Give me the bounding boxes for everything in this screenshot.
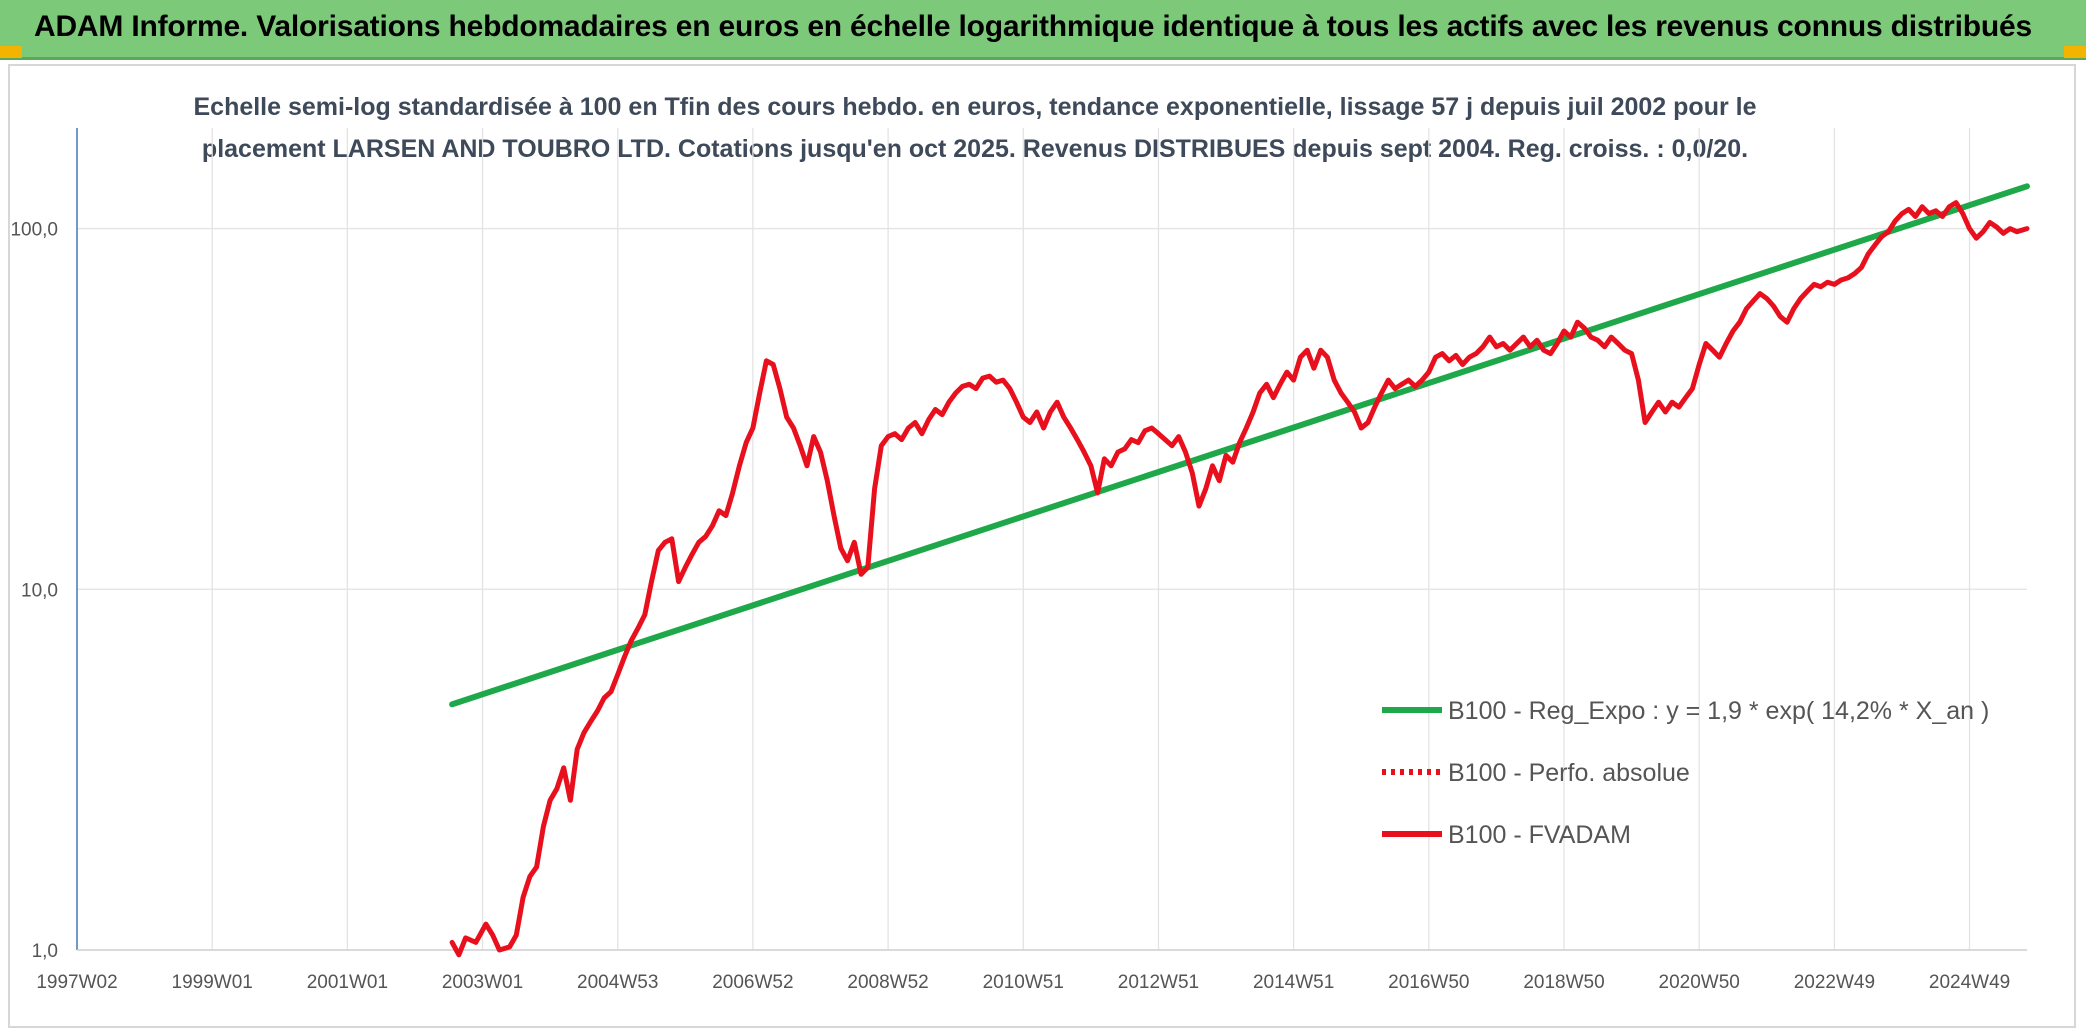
axis-ticks: 1997W02 1999W01 2001W01 2003W01 2004W53 2006W…	[10, 220, 2010, 993]
x-tick-label: 1997W02	[36, 972, 117, 993]
x-tick-label: 2012W51	[1118, 972, 1199, 993]
corner-marker-top-right	[2064, 46, 2086, 58]
x-tick-label: 2020W50	[1659, 972, 1740, 993]
x-tick-label: 2006W52	[712, 972, 793, 993]
x-tick-label: 2016W50	[1388, 972, 1469, 993]
gridlines	[76, 128, 2027, 951]
legend-label-1: B100 - Perfo. absolue	[1448, 759, 1690, 787]
chart-title: Echelle semi-log standardisée à 100 en T…	[120, 86, 1830, 170]
data-series	[449, 183, 2030, 958]
y-tick-label: 10,0	[21, 580, 58, 601]
chart-title-line-2: placement LARSEN AND TOUBRO LTD. Cotatio…	[201, 135, 1749, 163]
chart-frame	[8, 64, 2076, 1028]
x-tick-label: 2008W52	[847, 972, 928, 993]
x-tick-label: 2014W51	[1253, 972, 1334, 993]
chart-title-line-1: Echelle semi-log standardisée à 100 en T…	[193, 93, 1757, 121]
x-tick-label: 2010W51	[983, 972, 1064, 993]
legend-label-0: B100 - Reg_Expo : y = 1,9 * exp( 14,2% *…	[1448, 697, 1989, 725]
x-tick-label: 1999W01	[172, 972, 253, 993]
report-banner: ADAM Informe. Valorisations hebdomadaire…	[0, 0, 2086, 60]
report-title: ADAM Informe. Valorisations hebdomadaire…	[34, 10, 2032, 43]
legend-label-2: B100 - FVADAM	[1448, 821, 1631, 849]
x-tick-label: 2001W01	[307, 972, 388, 993]
y-tick-label: 1,0	[32, 941, 58, 962]
x-tick-label: 2024W49	[1929, 972, 2010, 993]
y-tick-label: 100,0	[10, 220, 58, 241]
x-tick-label: 2022W49	[1794, 972, 1875, 993]
chart-legend: B100 - Reg_Expo : y = 1,9 * exp( 14,2% *…	[1382, 697, 1989, 849]
x-tick-label: 2003W01	[442, 972, 523, 993]
x-tick-label: 2018W50	[1523, 972, 1604, 993]
corner-marker-top-left	[0, 46, 22, 58]
series-line-2	[449, 200, 2030, 958]
x-tick-label: 2004W53	[577, 972, 658, 993]
